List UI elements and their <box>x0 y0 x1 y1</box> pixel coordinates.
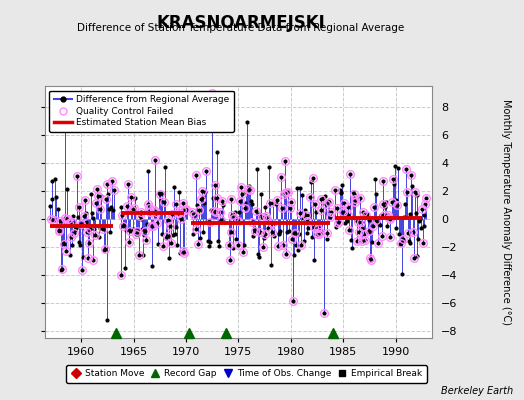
Text: Difference of Station Temperature Data from Regional Average: Difference of Station Temperature Data f… <box>78 23 405 33</box>
Y-axis label: Monthly Temperature Anomaly Difference (°C): Monthly Temperature Anomaly Difference (… <box>500 99 510 325</box>
Text: KRASNOARMEJSKI: KRASNOARMEJSKI <box>157 14 325 32</box>
Legend: Station Move, Record Gap, Time of Obs. Change, Empirical Break: Station Move, Record Gap, Time of Obs. C… <box>66 365 427 383</box>
Legend: Difference from Regional Average, Quality Control Failed, Estimated Station Mean: Difference from Regional Average, Qualit… <box>49 90 234 132</box>
Text: Berkeley Earth: Berkeley Earth <box>441 386 514 396</box>
